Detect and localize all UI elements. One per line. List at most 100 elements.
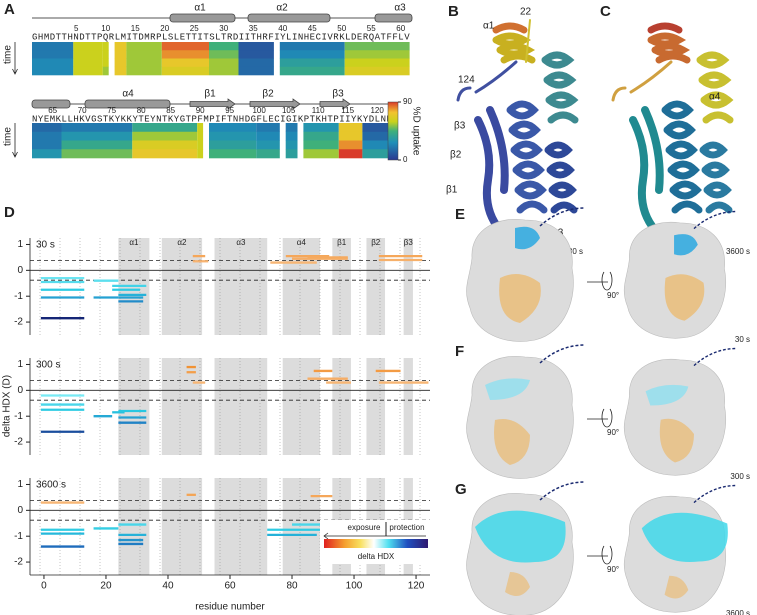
surface-patch [645,384,689,406]
heatmap-cell [114,50,127,59]
heatmap-cell [238,58,274,68]
heatmap-cell [61,140,133,150]
surface-patch [485,378,530,400]
heatmap-cell [114,42,127,51]
structure-region [161,358,203,455]
structure-label: β3 [332,89,344,100]
residue-number: 115 [341,106,354,115]
heatmap-cell [61,131,133,141]
heatmap-cell [344,66,410,76]
heatmap-cell [197,123,204,133]
y-tick-label: -2 [14,437,23,448]
legend-gradient [324,539,428,548]
surface-patch [505,572,530,596]
heatmap-cell [32,123,62,133]
heatmap-cell [132,140,198,150]
terminus-tail [539,481,586,501]
heatmap-cell [209,58,239,68]
y-tick-label: -2 [14,557,23,568]
heatmap-cell [362,149,392,159]
y-tick-label: 1 [17,359,23,370]
panel-label: D [4,204,15,221]
residue-number: 5 [74,24,79,33]
surface-patch [515,226,540,250]
heatmap-cell [303,123,339,133]
structure-label: β1 [204,89,216,100]
structure-region [214,478,268,575]
structure-region [161,478,203,575]
heatmap-cell [161,58,209,68]
heatmap-cell [209,140,257,150]
surface-render [466,481,586,615]
heatmap-cell [256,149,280,159]
heatmap-cell [132,149,198,159]
heatmap-cell [161,42,209,51]
heatmap-cell [303,131,339,141]
helix [169,13,236,23]
x-tick-label: 80 [286,581,298,592]
heatmap-cell [344,50,410,59]
colorbar-tick-label: 0 [403,155,408,164]
helix [374,13,413,23]
heatmap-cell [362,140,392,150]
surface-render [623,210,737,339]
heatmap-cell [102,42,109,51]
sequence: GHMDTTHNDTTPQRLMITDMRPLSLETTITSLTRDIITHR… [32,32,410,42]
heatmap-cell [285,140,298,150]
residue-number: 65 [48,106,57,115]
legend-arrow [323,532,426,540]
surface [623,358,726,476]
residue-number: 30 [219,24,228,33]
heatmap-cell [61,149,133,159]
terminus-tail [693,210,737,230]
rotation-label: 90° [607,565,619,574]
structure-label: α4 [709,92,721,103]
heatmap-cell [209,149,257,159]
residue-number: 35 [249,24,258,33]
helix [31,99,71,109]
time-label: 300 s [730,472,750,481]
surface-render [623,484,737,613]
colorbar [387,101,399,161]
y-axis-title: delta HDX (D) [2,375,13,437]
residue-number: 40 [278,24,287,33]
surface-patch [499,274,541,323]
residue-number: 90 [196,106,205,115]
strand [319,98,351,110]
heatmap-cell [209,131,257,141]
heatmap-cell [32,140,62,150]
structure-label: β2 [450,150,462,161]
structure-label: 22 [520,7,532,18]
colorbar-label: %D uptake [410,107,421,156]
time-label: 30 s [735,335,750,344]
surface-patch [475,510,566,563]
region-label: α2 [177,238,187,247]
helix [247,13,331,23]
heatmap-cell [362,131,392,141]
heatmap-cell [338,149,363,159]
terminus-tail [539,207,586,227]
panel-label: C [600,3,611,20]
heatmap-cell [32,50,74,59]
heatmap-cell [32,58,74,68]
structure-label: β1 [446,185,458,196]
structure-region [282,478,320,575]
chart-title: 30 s [36,240,55,251]
strand [249,98,301,110]
residue-number: 95 [225,106,234,115]
x-tick-label: 40 [162,581,174,592]
heatmap-cell [102,58,109,68]
residue-number: 20 [160,24,169,33]
heatmap-cell [114,58,127,68]
heatmap-cell [32,149,62,159]
heatmap-cell [256,140,280,150]
x-tick-label: 60 [224,581,236,592]
rotation-label: 90° [607,291,619,300]
heatmap-cell [279,42,345,51]
residue-number: 110 [312,106,325,115]
region-label: β3 [404,238,414,247]
structure-region [366,238,386,335]
surface-render [466,207,586,342]
